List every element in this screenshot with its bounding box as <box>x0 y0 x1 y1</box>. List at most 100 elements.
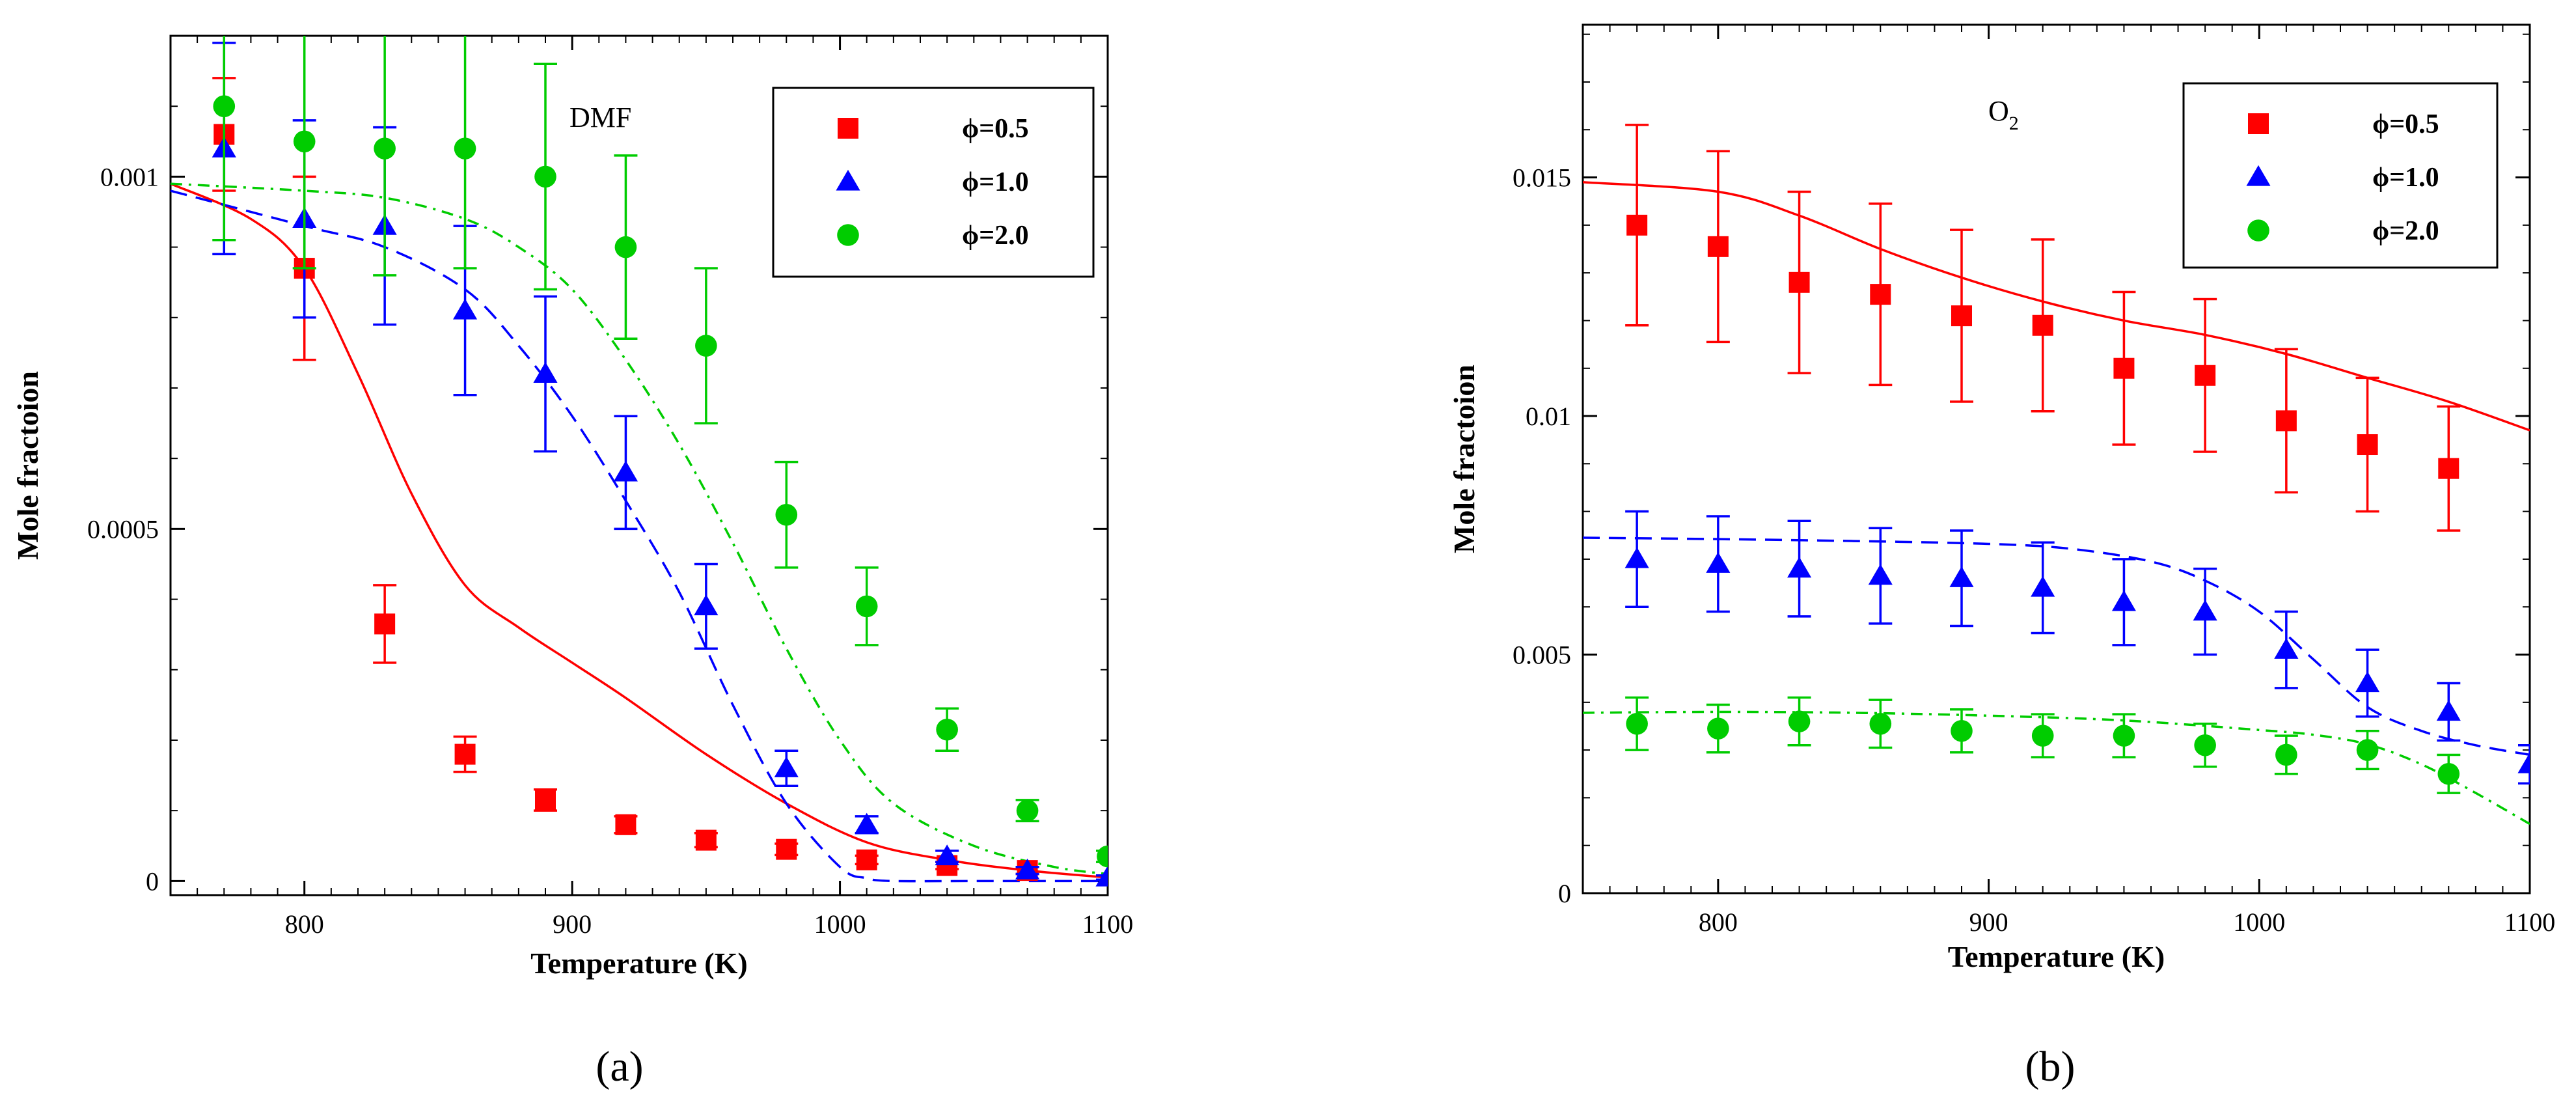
model-line <box>1583 536 2530 756</box>
data-point <box>2438 458 2460 479</box>
data-point <box>293 130 316 153</box>
data-point <box>776 838 797 860</box>
species-annotation: DMF <box>569 102 631 133</box>
data-point <box>1951 305 1972 327</box>
data-point <box>535 789 556 810</box>
data-point <box>1016 799 1039 822</box>
model-line <box>171 182 1108 876</box>
data-point <box>534 165 556 188</box>
data-point <box>1624 547 1649 568</box>
data-point <box>454 743 476 765</box>
data-point <box>2355 671 2380 693</box>
data-point <box>1788 271 1810 293</box>
data-point <box>2436 700 2461 721</box>
data-point <box>2275 743 2297 766</box>
x-tick-label: 1000 <box>814 909 866 939</box>
data-point <box>213 95 236 117</box>
data-point <box>1706 552 1731 573</box>
legend-label: ϕ=2.0 <box>2372 216 2439 246</box>
data-point <box>374 613 396 635</box>
data-point <box>533 362 558 383</box>
panel-label: (a) <box>596 1043 643 1090</box>
legend-label: ϕ=1.0 <box>2372 163 2439 193</box>
model-line <box>171 189 1108 883</box>
x-tick-label: 800 <box>1699 907 1738 937</box>
data-point <box>1097 845 1108 868</box>
species-annotation-subscript: 2 <box>2009 113 2019 134</box>
data-point <box>2517 752 2530 773</box>
data-point <box>1788 710 1811 732</box>
legend-marker <box>836 169 860 191</box>
data-point <box>855 812 879 834</box>
data-point <box>2193 600 2217 621</box>
legend-marker <box>838 118 858 139</box>
x-tick-label: 800 <box>285 909 324 939</box>
legend-box <box>772 87 1095 278</box>
data-point <box>1095 865 1108 887</box>
data-point <box>2275 410 2297 432</box>
data-point <box>936 718 958 741</box>
legend-box <box>2182 82 2499 269</box>
y-tick-label: 0.015 <box>1513 163 1571 193</box>
data-point <box>454 137 476 159</box>
data-point <box>2437 762 2460 785</box>
panel-a: 800 900 1000 1100 0 0.0005 0.001 Temperature (K… <box>11 35 1134 1090</box>
x-axis-title: Temperature (K) <box>1948 940 2165 973</box>
model-line <box>1583 181 2530 432</box>
data-point <box>1707 236 1729 257</box>
data-point <box>2274 637 2299 659</box>
data-point <box>1868 564 1893 585</box>
y-axis-title: Mole fractoion <box>1447 365 1481 553</box>
data-point <box>935 844 959 866</box>
data-point <box>613 460 638 482</box>
data-point <box>695 829 717 851</box>
data-point <box>1870 284 1891 305</box>
model-line <box>1583 710 2530 825</box>
data-point <box>2113 725 2135 747</box>
legend-marker <box>2248 113 2269 134</box>
data-point <box>1949 566 1974 587</box>
data-point <box>2356 739 2379 761</box>
data-point <box>453 298 478 320</box>
legend-marker <box>2247 219 2269 242</box>
data-point <box>2031 575 2055 597</box>
data-point <box>2032 314 2053 336</box>
model-line <box>171 182 1108 879</box>
y-tick-label: 0.005 <box>1513 641 1571 670</box>
y-tick-label: 0 <box>146 866 159 896</box>
x-tick-label: 1000 <box>2233 907 2285 937</box>
data-point <box>695 335 717 357</box>
data-point <box>1626 214 1648 236</box>
x-axis-title: Temperature (K) <box>530 947 747 980</box>
data-point <box>1707 717 1729 740</box>
data-point <box>2357 434 2378 456</box>
panel-b: 800 900 1000 1100 0 0.005 0.01 0.015 Temperature… <box>1447 23 2556 1090</box>
legend-marker <box>837 224 859 246</box>
data-point <box>694 594 719 616</box>
data-point <box>775 503 798 526</box>
data-point <box>1869 712 1892 735</box>
x-tick-label: 900 <box>1969 907 2008 937</box>
plot-frame <box>1582 23 2531 894</box>
y-tick-label: 0.01 <box>1526 402 1571 431</box>
y-axis-title: Mole fractoion <box>11 371 44 560</box>
data-point <box>2111 590 2136 611</box>
data-point <box>2194 734 2216 756</box>
data-point <box>1951 719 1973 742</box>
data-point <box>615 814 637 835</box>
panel-label: (b) <box>2025 1043 2076 1090</box>
data-point <box>2195 365 2216 386</box>
data-point <box>1787 557 1812 578</box>
data-point <box>856 849 877 870</box>
plot-area <box>171 36 1108 887</box>
data-point <box>774 756 799 777</box>
legend-label: ϕ=0.5 <box>962 114 1029 144</box>
data-point <box>855 595 878 618</box>
species-annotation: O2 <box>1988 95 2019 134</box>
data-point <box>374 137 396 159</box>
data-point <box>614 236 637 258</box>
x-tick-label: 1100 <box>2504 907 2556 937</box>
data-point <box>1626 712 1648 735</box>
x-tick-label: 1100 <box>1082 909 1134 939</box>
